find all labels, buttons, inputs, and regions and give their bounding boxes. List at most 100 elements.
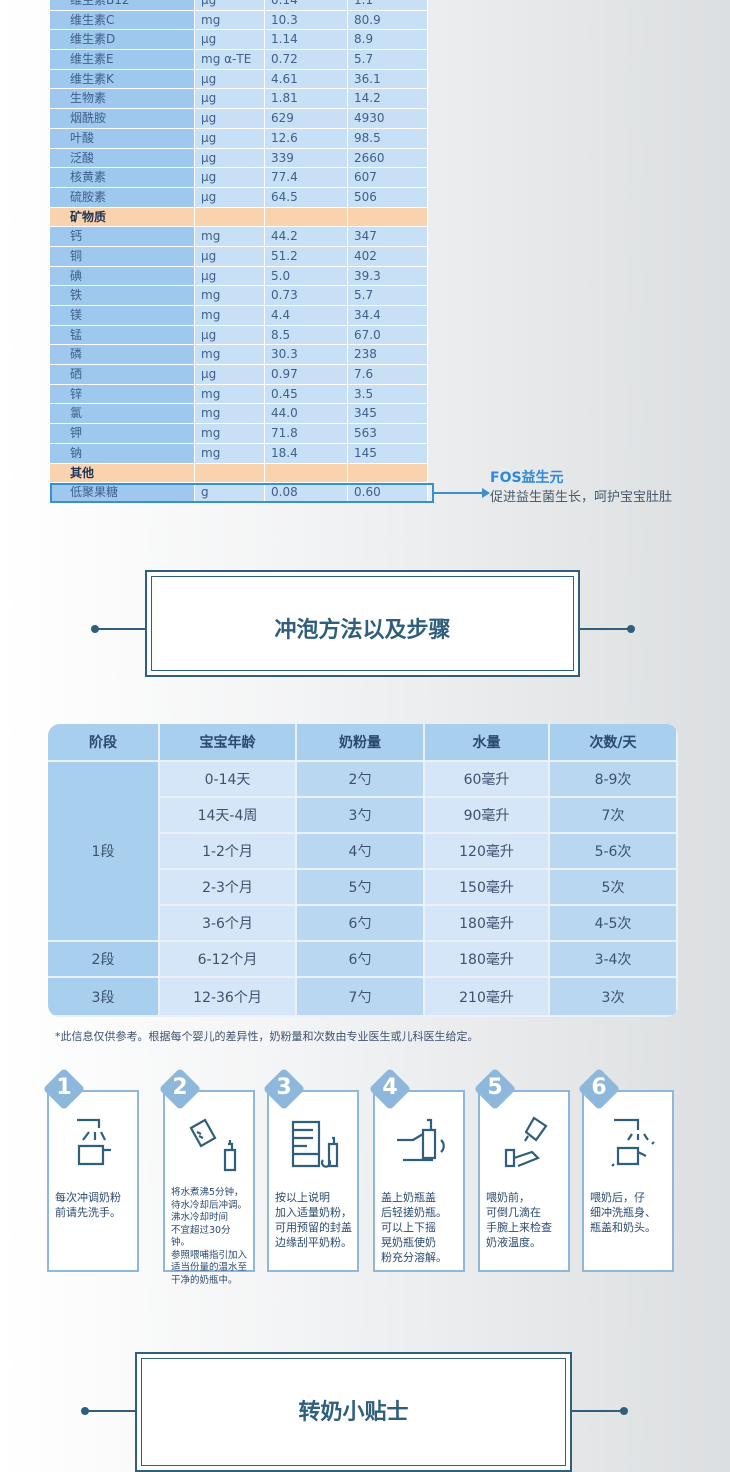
value-per-100kj: 10.3 bbox=[265, 10, 348, 30]
unit bbox=[195, 463, 265, 483]
nutrient-name: 钾 bbox=[50, 424, 195, 443]
value-per-100g: 14.2 bbox=[348, 89, 428, 109]
nutrition-row: 烟酰胺 μg 629 4930 bbox=[50, 109, 428, 129]
value-per-100g: 4930 bbox=[348, 109, 428, 128]
feeding-note: *此信息仅供参考。根据每个婴儿的差异性，奶粉量和次数由专业医生或儿科医生给定。 bbox=[55, 1030, 479, 1043]
value-per-100g: 5.7 bbox=[348, 286, 428, 305]
value-per-100kj: 1.14 bbox=[265, 30, 348, 50]
water-cell: 60毫升 bbox=[425, 762, 550, 798]
table-header: 奶粉量 bbox=[297, 724, 425, 762]
value-per-100g: 80.9 bbox=[348, 10, 428, 30]
nutrition-row: 钙 mg 44.2 347 bbox=[50, 227, 428, 247]
nutrition-row: 维生素C mg 10.3 80.9 bbox=[50, 10, 428, 31]
value-per-100kj: 8.5 bbox=[265, 325, 348, 345]
stage-cell: 1段 bbox=[48, 762, 160, 942]
nutrition-row: 低聚果糖 g 0.08 0.60 bbox=[50, 483, 428, 503]
unit bbox=[195, 207, 265, 227]
age-cell: 12-36个月 bbox=[160, 978, 297, 1017]
boil-water-icon bbox=[185, 1114, 241, 1174]
nutrition-row: 锌 mg 0.45 3.5 bbox=[50, 384, 428, 405]
scoop-powder-icon bbox=[289, 1114, 345, 1174]
hand-wash-icon bbox=[69, 1114, 125, 1174]
table-header: 阶段 bbox=[48, 724, 160, 762]
nutrient-name: 维生素K bbox=[50, 69, 195, 89]
age-cell: 14天-4周 bbox=[160, 798, 297, 834]
times-cell: 3-4次 bbox=[550, 942, 678, 978]
test-temperature-icon bbox=[500, 1114, 556, 1174]
nutrient-name: 铜 bbox=[50, 246, 195, 266]
value-per-100kj: 64.5 bbox=[265, 187, 348, 207]
value-per-100kj: 0.97 bbox=[265, 365, 348, 384]
nutrition-row: 铜 μg 51.2 402 bbox=[50, 246, 428, 267]
times-cell: 7次 bbox=[550, 798, 678, 834]
powder-cell: 6勺 bbox=[297, 906, 425, 942]
value-per-100g: 98.5 bbox=[348, 128, 428, 148]
nutrient-name: 铁 bbox=[50, 286, 195, 305]
step-card: 喂奶后，仔 细冲洗瓶身、 瓶盖和奶头。 bbox=[582, 1090, 674, 1272]
powder-cell: 5勺 bbox=[297, 870, 425, 906]
clean-bottle-icon bbox=[604, 1114, 660, 1174]
table-header: 水量 bbox=[425, 724, 550, 762]
nutrient-name: 维生素B12 bbox=[50, 0, 195, 10]
unit: μg bbox=[195, 109, 265, 128]
value-per-100g: 1.1 bbox=[348, 0, 428, 10]
nutrient-name: 锰 bbox=[50, 325, 195, 345]
times-cell: 8-9次 bbox=[550, 762, 678, 798]
value-per-100g: 0.60 bbox=[348, 483, 428, 502]
nutrition-row: 维生素D μg 1.14 8.9 bbox=[50, 30, 428, 51]
times-cell: 5-6次 bbox=[550, 834, 678, 870]
nutrient-name: 其他 bbox=[50, 463, 195, 483]
nutrition-row: 矿物质 bbox=[50, 207, 428, 228]
nutrient-name: 硫胺素 bbox=[50, 187, 195, 207]
step-text: 盖上奶瓶盖 后轻搓奶瓶。 可以上下摇 晃奶瓶使奶 粉充分溶解。 bbox=[381, 1191, 447, 1264]
nutrient-name: 磷 bbox=[50, 345, 195, 365]
age-cell: 3-6个月 bbox=[160, 906, 297, 942]
age-cell: 2-3个月 bbox=[160, 870, 297, 906]
value-per-100kj bbox=[265, 463, 348, 483]
age-cell: 1-2个月 bbox=[160, 834, 297, 870]
water-cell: 90毫升 bbox=[425, 798, 550, 834]
value-per-100g: 39.3 bbox=[348, 266, 428, 286]
value-per-100g: 8.9 bbox=[348, 30, 428, 50]
value-per-100g: 345 bbox=[348, 404, 428, 424]
nutrition-row: 碘 μg 5.0 39.3 bbox=[50, 266, 428, 287]
nutrition-row: 钾 mg 71.8 563 bbox=[50, 424, 428, 444]
unit: μg bbox=[195, 168, 265, 187]
value-per-100kj: 0.08 bbox=[265, 483, 348, 502]
value-per-100kj: 71.8 bbox=[265, 424, 348, 443]
fos-title: FOS益生元 bbox=[490, 470, 564, 486]
water-cell: 180毫升 bbox=[425, 942, 550, 978]
nutrition-row: 硫胺素 μg 64.5 506 bbox=[50, 187, 428, 208]
value-per-100g: 34.4 bbox=[348, 306, 428, 325]
section-title-box: 冲泡方法以及步骤 bbox=[145, 570, 580, 677]
stage-cell: 2段 bbox=[48, 942, 160, 978]
nutrition-row: 铁 mg 0.73 5.7 bbox=[50, 286, 428, 306]
stage-cell: 3段 bbox=[48, 978, 160, 1017]
value-per-100kj: 4.4 bbox=[265, 306, 348, 325]
step-text: 按以上说明 加入适量奶粉， 可用预留的封盖 边缘刮平奶粉。 bbox=[275, 1191, 352, 1249]
times-cell: 5次 bbox=[550, 870, 678, 906]
section-title-box: 转奶小贴士 bbox=[135, 1352, 572, 1472]
nutrient-name: 镁 bbox=[50, 306, 195, 325]
value-per-100g: 563 bbox=[348, 424, 428, 443]
nutrient-name: 钠 bbox=[50, 443, 195, 463]
nutrition-row: 维生素E mg α-TE 0.72 5.7 bbox=[50, 50, 428, 70]
step-number: 5 bbox=[487, 1075, 503, 1100]
value-per-100g: 2660 bbox=[348, 148, 428, 168]
value-per-100kj: 0.73 bbox=[265, 286, 348, 305]
value-per-100g bbox=[348, 463, 428, 483]
powder-cell: 4勺 bbox=[297, 834, 425, 870]
unit: μg bbox=[195, 325, 265, 345]
unit: μg bbox=[195, 365, 265, 384]
nutrition-row: 硒 μg 0.97 7.6 bbox=[50, 365, 428, 385]
value-per-100kj: 30.3 bbox=[265, 345, 348, 365]
step-number: 1 bbox=[56, 1075, 72, 1100]
value-per-100kj: 44.2 bbox=[265, 227, 348, 246]
nutrition-row: 镁 mg 4.4 34.4 bbox=[50, 306, 428, 326]
unit: mg α-TE bbox=[195, 50, 265, 69]
fos-highlight-box bbox=[50, 483, 434, 503]
powder-cell: 3勺 bbox=[297, 798, 425, 834]
value-per-100g: 347 bbox=[348, 227, 428, 246]
value-per-100kj: 339 bbox=[265, 148, 348, 168]
value-per-100kj bbox=[265, 207, 348, 227]
